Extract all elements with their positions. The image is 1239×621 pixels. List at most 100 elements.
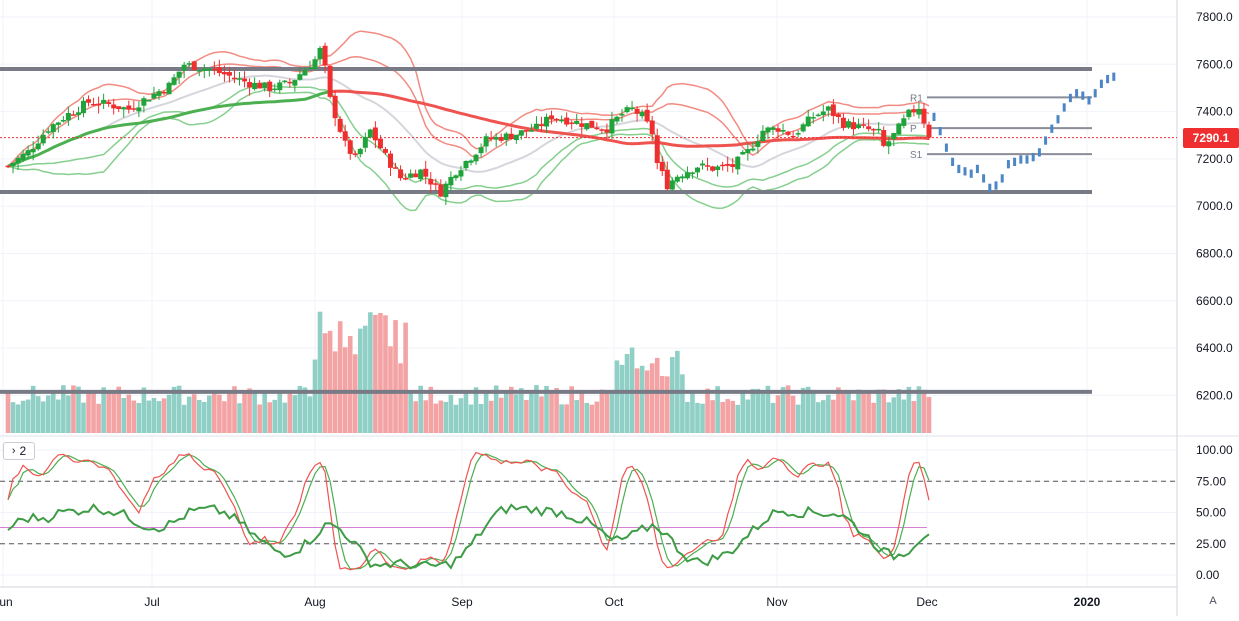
candle-body: [211, 68, 217, 71]
candle-body: [15, 158, 21, 164]
candle-body: [322, 45, 328, 66]
volume-bar: [35, 396, 41, 433]
volume-bar: [373, 314, 378, 433]
volume-bar: [529, 393, 534, 433]
candle-body: [549, 115, 555, 120]
candle-body: [55, 122, 61, 125]
projection-bar: [1044, 136, 1048, 145]
candle-body: [654, 135, 660, 164]
candle-body: [866, 126, 872, 130]
volume-bar: [307, 396, 313, 433]
volume-bar: [861, 391, 866, 433]
volume-bar: [826, 394, 831, 433]
candle-body: [458, 170, 464, 177]
candle-body: [619, 113, 625, 116]
projection-bar: [1062, 103, 1066, 112]
candle-body: [694, 167, 700, 173]
oscillator: [0, 451, 1177, 571]
volume-bar: [126, 394, 132, 433]
price-tick-label: 6200.0: [1196, 388, 1233, 402]
candle-body: [604, 129, 610, 133]
candle-body: [171, 77, 177, 85]
volume-bar: [785, 385, 791, 433]
candle-body: [770, 127, 776, 130]
candle-body: [156, 91, 162, 96]
candle-body: [398, 169, 404, 179]
time-tick-label: 2020: [1074, 595, 1101, 609]
volume-bar: [25, 399, 31, 433]
volume-bar: [926, 396, 932, 433]
volume-bar: [871, 402, 876, 433]
projection-bar: [1081, 91, 1085, 100]
candle-body: [740, 152, 746, 155]
candle-body: [312, 59, 318, 69]
candle-body: [468, 160, 474, 163]
candle-body: [700, 163, 706, 166]
pane-count: 2: [19, 444, 27, 458]
volume-bar: [357, 328, 363, 433]
volume-bar: [368, 312, 373, 433]
volume-bar: [282, 402, 288, 433]
candle-body: [201, 68, 207, 71]
volume-bar: [821, 400, 826, 433]
volume-bar: [20, 400, 26, 433]
candle-body: [861, 124, 867, 126]
projection-bar: [969, 169, 973, 178]
volume-bar: [66, 395, 71, 433]
auto-scale-button[interactable]: A: [1209, 595, 1217, 607]
volume-bar: [549, 393, 554, 433]
volume-bar: [856, 389, 861, 433]
ma-long-green: [7, 90, 331, 168]
stoch-k-line: [7, 451, 930, 571]
volume-bar: [186, 396, 192, 433]
volume-bar: [317, 311, 323, 433]
candle-body: [820, 111, 826, 116]
candle-body: [347, 140, 353, 154]
candle-body: [463, 160, 469, 169]
candle-body: [418, 169, 424, 180]
volume-bar: [91, 391, 96, 433]
candle-body: [136, 107, 142, 112]
volume-bar: [780, 387, 786, 433]
candle-body: [60, 119, 66, 122]
volume-bar: [262, 392, 267, 433]
volume-bar: [327, 330, 333, 433]
volume-bar: [604, 389, 610, 433]
volume-bar: [418, 385, 423, 433]
pane-toggle-button[interactable]: › 2: [3, 442, 35, 460]
candle-body: [851, 122, 857, 130]
volume-bar: [30, 385, 36, 433]
candle-body: [151, 93, 157, 99]
volume-bar: [478, 404, 484, 433]
candle-body: [106, 102, 112, 104]
volume-bar: [810, 389, 816, 433]
candle-body: [574, 120, 580, 125]
time-tick-label: Jul: [144, 595, 159, 609]
candle-body: [35, 143, 41, 150]
candle-body: [337, 118, 343, 132]
candle-body: [523, 130, 529, 132]
candle-body: [845, 121, 851, 128]
candle-body: [554, 118, 560, 121]
candle-body: [765, 127, 771, 133]
candle-body: [277, 82, 283, 91]
candle-body: [267, 81, 273, 91]
volume-bar: [700, 403, 705, 433]
candle-body: [126, 105, 132, 110]
candle-body: [176, 71, 182, 78]
volume-bar: [886, 402, 892, 433]
price-tick-label: 7800.0: [1196, 10, 1233, 24]
stoch-d-line: [7, 453, 930, 570]
candle-body: [352, 153, 358, 155]
volume-bar: [725, 399, 730, 433]
volume-bar: [322, 333, 328, 433]
candle-body: [101, 99, 107, 104]
candle-body: [876, 128, 882, 131]
candle-body: [141, 98, 147, 106]
candle-body: [916, 108, 922, 115]
candle-body: [679, 176, 685, 179]
volume-bar: [639, 365, 645, 433]
